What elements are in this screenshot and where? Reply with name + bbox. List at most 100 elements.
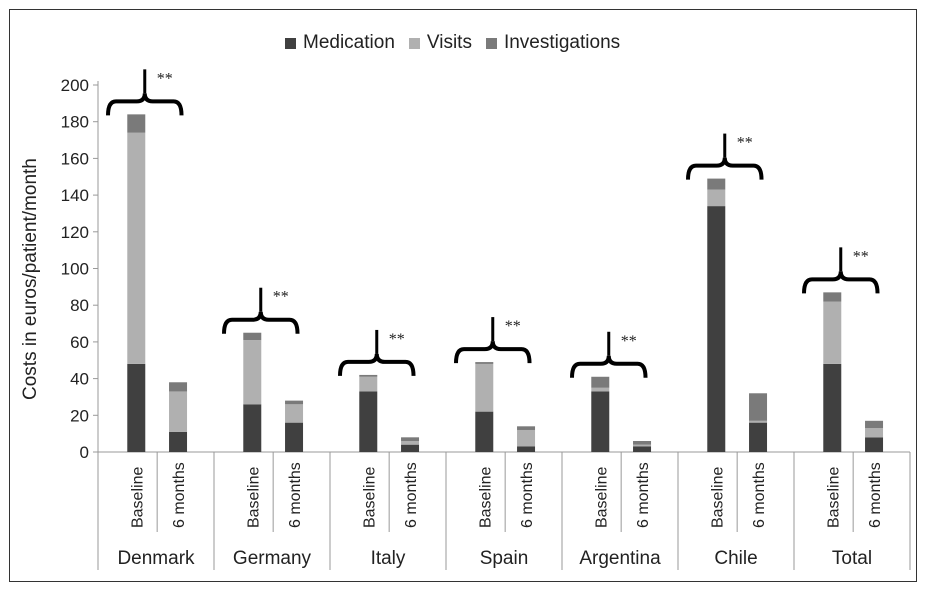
bar-segment-visits <box>359 376 378 392</box>
y-tick-label: 200 <box>61 76 89 95</box>
legend-item-visits: Visits <box>408 32 472 54</box>
bar-segment-visits <box>401 440 420 445</box>
bar-segment-medication <box>285 422 304 452</box>
bar-segment-investigations <box>707 178 726 190</box>
bar-segment-medication <box>749 422 768 452</box>
legend: Medication Visits Investigations <box>285 32 620 54</box>
bar-segment-investigations <box>243 332 262 341</box>
group-label: Germany <box>233 548 312 569</box>
group-label: Denmark <box>117 548 195 569</box>
significance-label: ** <box>389 331 405 348</box>
bar-segment-medication <box>707 206 726 452</box>
bar-segment-investigations <box>169 382 188 392</box>
legend-label-visits: Visits <box>426 32 472 53</box>
bar-segment-investigations <box>823 292 842 302</box>
x-tick-label: Baseline <box>593 467 610 528</box>
bar-segment-investigations <box>359 374 378 377</box>
y-tick-label: 40 <box>70 370 89 389</box>
y-tick-label: 180 <box>61 113 89 132</box>
y-tick-label: 60 <box>70 333 89 352</box>
bar-segment-medication <box>591 391 610 452</box>
legend-item-medication: Medication <box>285 32 395 54</box>
bar-segment-visits <box>243 340 262 405</box>
x-tick-label: Baseline <box>361 467 378 528</box>
significance-label: ** <box>621 333 637 350</box>
bar-segment-medication <box>823 363 842 452</box>
bar-segment-visits <box>823 301 842 364</box>
bar-segment-visits <box>707 189 726 207</box>
chart-frame <box>9 9 917 582</box>
group-label: Spain <box>480 548 529 569</box>
bar-segment-medication <box>401 444 420 452</box>
group-label: Chile <box>714 548 757 569</box>
bar-segment-investigations <box>401 437 420 441</box>
bar-segment-medication <box>169 431 188 452</box>
bar-segment-investigations <box>633 440 652 445</box>
bar-segment-medication <box>633 446 652 452</box>
group-label: Total <box>832 548 872 569</box>
y-tick-label: 160 <box>61 149 89 168</box>
legend-swatch-visits <box>408 37 420 49</box>
significance-bracket <box>802 271 880 294</box>
y-tick-label: 100 <box>61 260 89 279</box>
significance-bracket <box>454 340 532 364</box>
y-tick-label: 120 <box>61 223 89 242</box>
bar-segment-visits <box>127 132 146 364</box>
bar-segment-visits <box>749 420 768 423</box>
bar-segment-visits <box>285 404 304 423</box>
x-tick-label: 6 months <box>287 462 304 528</box>
x-tick-label: 6 months <box>635 462 652 528</box>
legend-label-medication: Medication <box>303 32 395 53</box>
bar-segment-investigations <box>517 426 536 430</box>
legend-swatch-investigations <box>485 37 497 49</box>
x-tick-label: 6 months <box>171 462 188 528</box>
bar-segment-medication <box>475 411 494 452</box>
group-label: Italy <box>371 548 406 569</box>
legend-item-investigations: Investigations <box>485 32 621 54</box>
significance-label: ** <box>273 289 289 306</box>
x-tick-label: Baseline <box>825 467 842 528</box>
bar-segment-visits <box>633 444 652 447</box>
legend-label-investigations: Investigations <box>503 32 621 53</box>
significance-label: ** <box>157 70 173 87</box>
x-tick-label: Baseline <box>129 467 146 528</box>
significance-bracket <box>222 311 300 334</box>
significance-bracket <box>106 93 184 116</box>
significance-label: ** <box>853 248 869 265</box>
x-tick-label: Baseline <box>245 467 262 528</box>
bar-segment-investigations <box>865 420 884 429</box>
bar-segment-medication <box>243 404 262 452</box>
bar-segment-medication <box>517 446 536 452</box>
group-label: Argentina <box>579 548 661 569</box>
bar-segment-medication <box>359 391 378 452</box>
legend-swatch-medication <box>285 37 296 49</box>
significance-bracket <box>570 355 648 378</box>
x-tick-label: Baseline <box>709 467 726 528</box>
significance-bracket <box>686 157 764 180</box>
bar-segment-investigations <box>749 393 768 421</box>
bar-segment-medication <box>127 363 146 452</box>
significance-label: ** <box>737 135 753 152</box>
bar-segment-visits <box>517 429 536 447</box>
bar-segment-investigations <box>475 362 494 364</box>
significance-label: ** <box>505 318 521 335</box>
bar-segment-visits <box>475 363 494 412</box>
x-tick-label: 6 months <box>867 462 884 528</box>
y-tick-label: 0 <box>80 443 89 462</box>
bar-segment-medication <box>865 437 884 452</box>
x-tick-label: 6 months <box>519 462 536 528</box>
bar-segment-visits <box>591 387 610 392</box>
bar-segment-visits <box>169 391 188 432</box>
y-tick-label: 80 <box>70 296 89 315</box>
x-tick-label: Baseline <box>477 467 494 528</box>
y-tick-label: 140 <box>61 186 89 205</box>
bar-segment-investigations <box>591 376 610 388</box>
bar-segment-visits <box>865 428 884 438</box>
bar-segment-investigations <box>127 114 146 133</box>
x-tick-label: 6 months <box>751 462 768 528</box>
bar-segment-investigations <box>285 400 304 405</box>
y-tick-label: 20 <box>70 406 89 425</box>
significance-bracket <box>338 353 416 376</box>
x-tick-label: 6 months <box>403 462 420 528</box>
